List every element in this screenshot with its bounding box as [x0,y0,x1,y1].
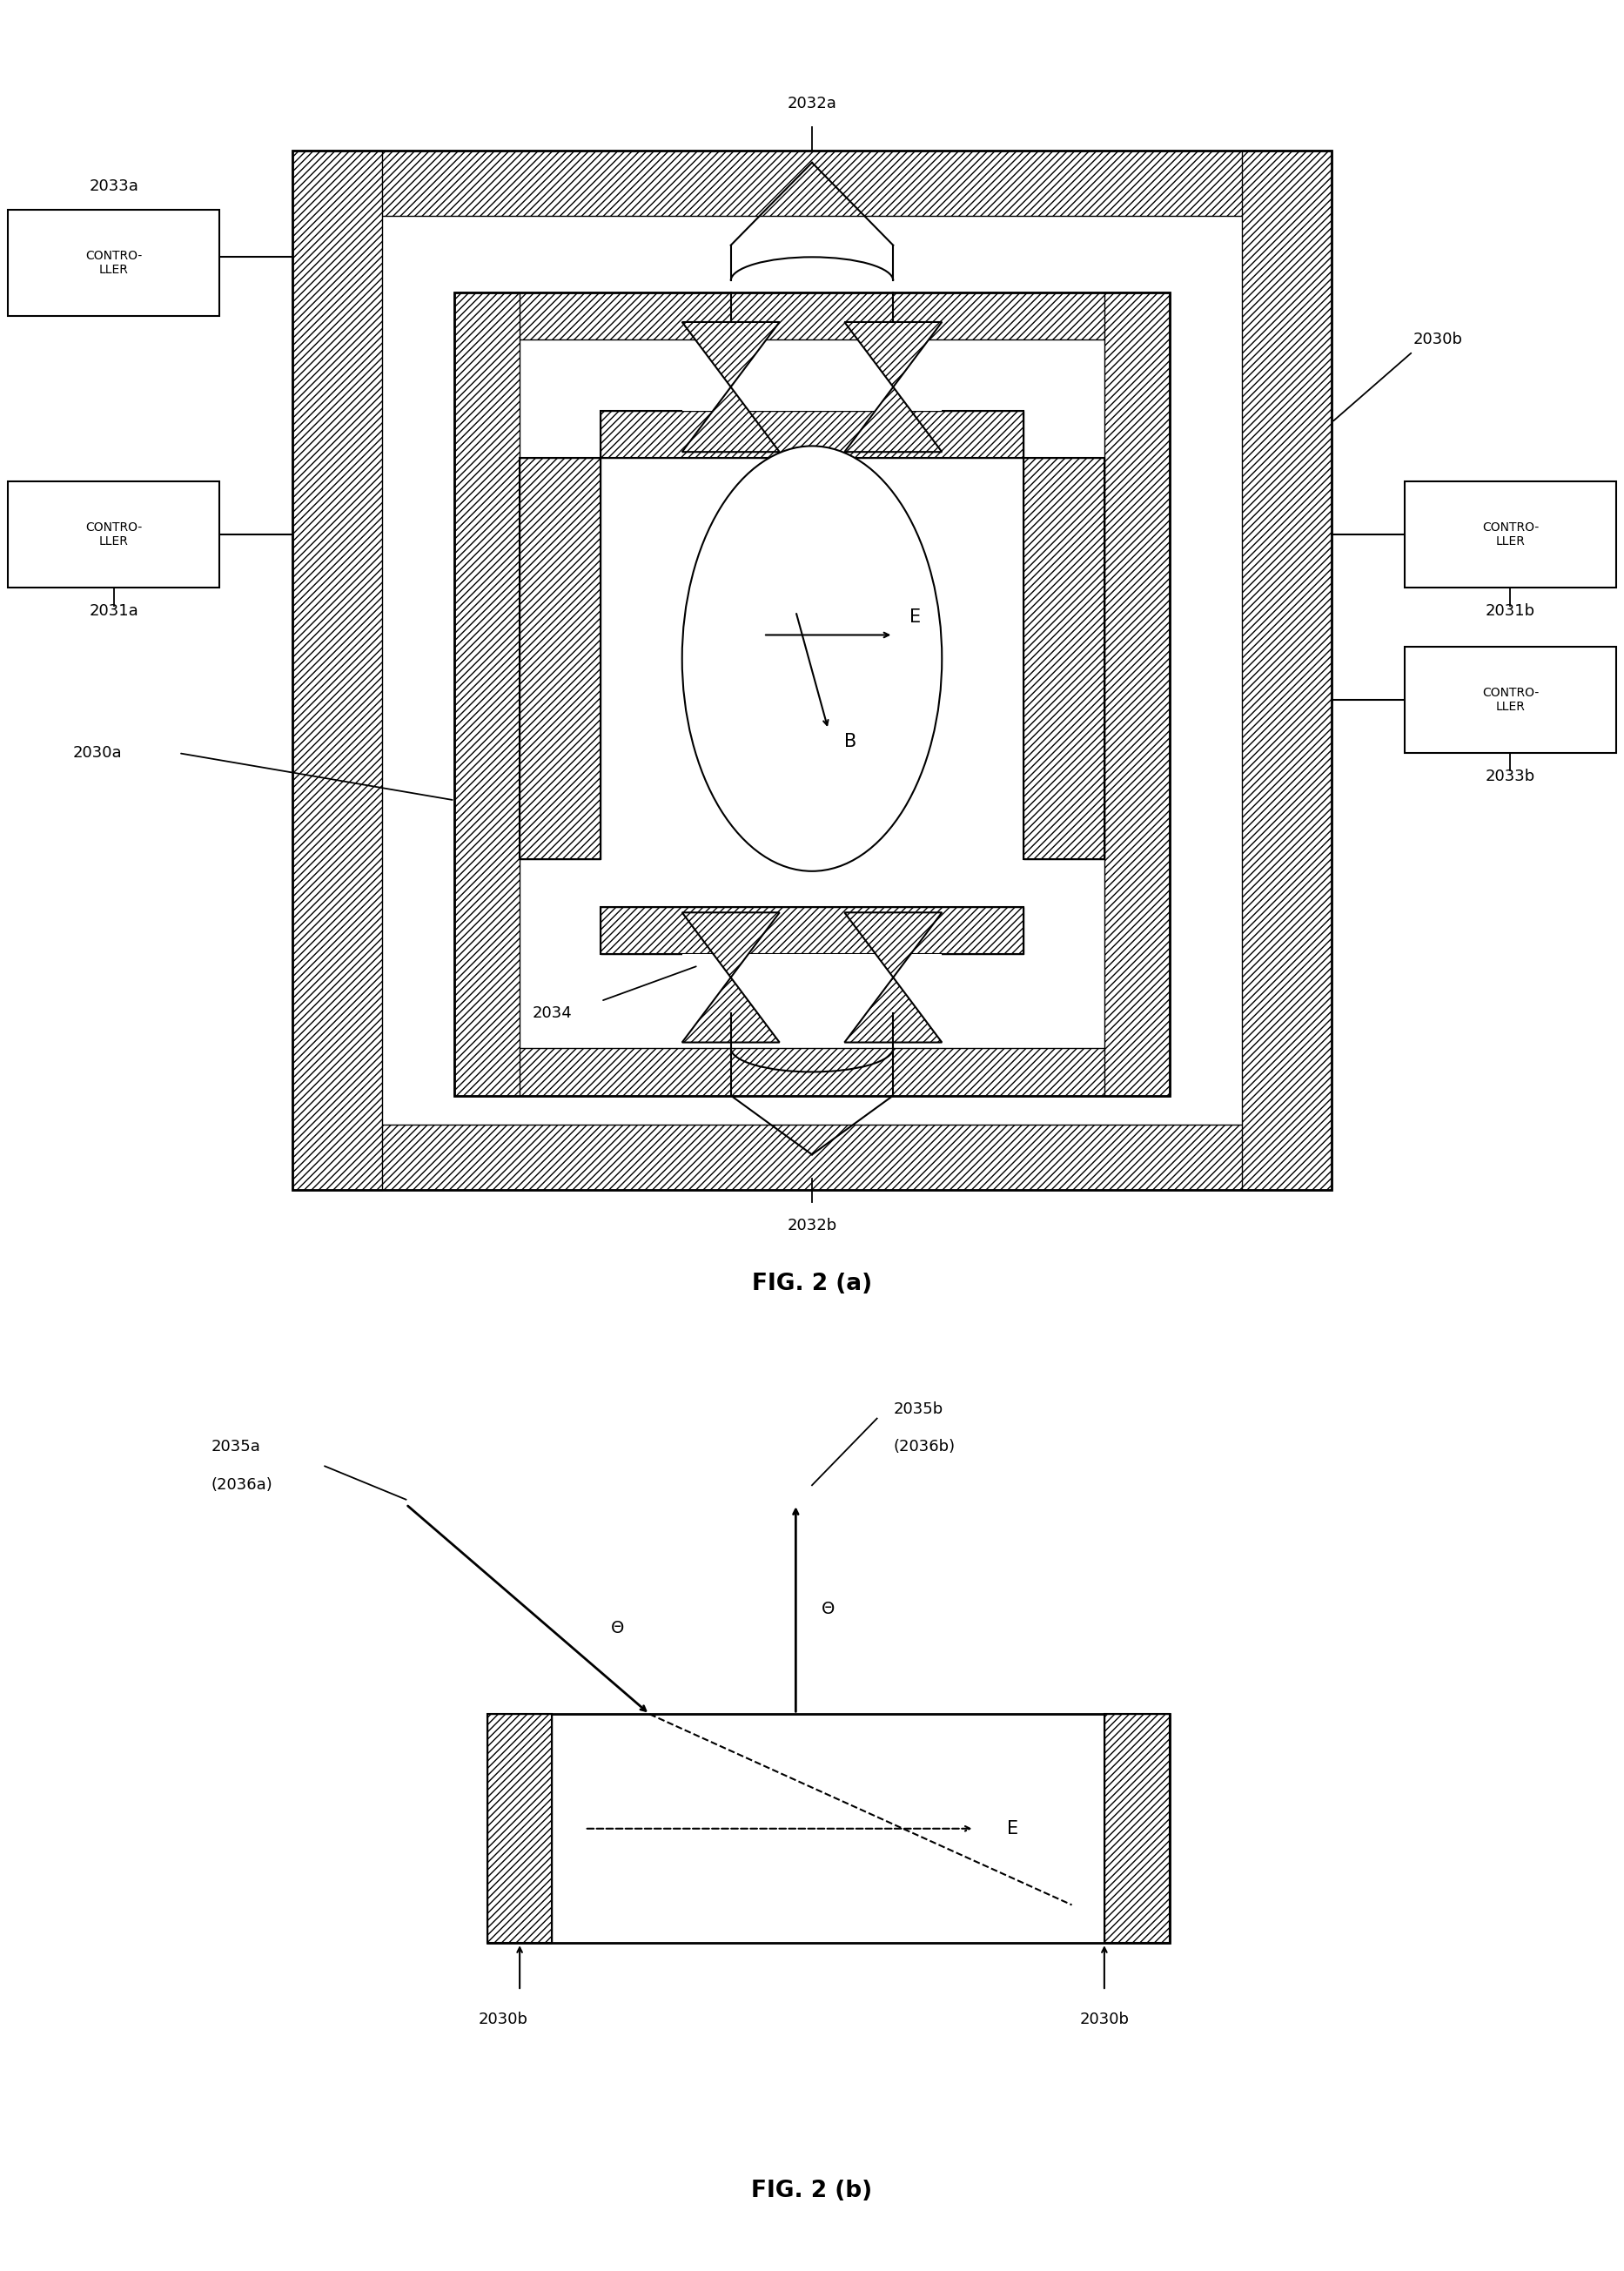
Bar [292,150,1332,216]
Bar [1104,1715,1169,1944]
Text: 2035a: 2035a [211,1440,260,1456]
Bar [1023,459,1104,858]
Bar [487,1715,552,1944]
Bar [455,293,1169,341]
Bar [382,216,1242,1124]
Bar [292,150,1332,1190]
Bar [487,1715,1169,1944]
Text: E: E [1007,1819,1018,1837]
Bar [455,293,520,1095]
Text: CONTRO-
LLER: CONTRO- LLER [1483,522,1538,547]
Text: Θ: Θ [822,1601,835,1617]
Text: (2036a): (2036a) [211,1478,273,1492]
Bar [1104,293,1169,1095]
Text: E: E [909,609,921,627]
Bar [292,150,382,1190]
Ellipse shape [682,445,942,872]
Text: CONTRO-
LLER: CONTRO- LLER [86,522,141,547]
Text: (2036b): (2036b) [893,1440,955,1456]
Text: B: B [844,734,857,749]
Bar [1405,647,1616,754]
Text: 2030b: 2030b [479,2012,528,2028]
PathPatch shape [844,913,942,977]
PathPatch shape [844,322,942,386]
Text: 2031b: 2031b [1486,604,1535,620]
Text: 2034: 2034 [533,1006,572,1020]
Bar [1405,481,1616,588]
Text: 2030a: 2030a [73,745,122,761]
PathPatch shape [682,322,780,386]
Text: 2033b: 2033b [1486,770,1535,783]
Bar [1104,1715,1169,1944]
Bar [682,386,942,411]
Text: FIG. 2 (a): FIG. 2 (a) [752,1272,872,1294]
Text: CONTRO-
LLER: CONTRO- LLER [86,250,141,277]
Bar [601,906,1023,954]
Bar [455,293,1169,1095]
Text: 2031a: 2031a [89,604,138,620]
Bar [1023,459,1104,858]
Bar [601,906,1023,954]
Bar [292,1124,1332,1190]
Bar [8,481,219,588]
Bar [601,411,1023,459]
PathPatch shape [682,913,780,977]
Bar [8,209,219,316]
PathPatch shape [682,977,780,1042]
Text: Θ: Θ [611,1619,624,1637]
Bar [520,341,1104,1049]
Bar [487,1715,552,1944]
Text: 2030b: 2030b [1413,332,1463,347]
Text: 2032b: 2032b [788,1217,836,1233]
Bar [682,954,942,977]
Text: 2030b: 2030b [1080,2012,1129,2028]
Text: 2033a: 2033a [89,179,138,193]
PathPatch shape [844,977,942,1042]
Bar [601,411,1023,459]
Ellipse shape [682,445,942,872]
Text: FIG. 2 (b): FIG. 2 (b) [752,2180,872,2203]
PathPatch shape [844,386,942,452]
Bar [455,1049,1169,1095]
Bar [520,459,601,858]
Text: CONTRO-
LLER: CONTRO- LLER [1483,686,1538,713]
PathPatch shape [682,386,780,452]
Text: 2035b: 2035b [893,1401,944,1417]
Bar [520,459,601,858]
Bar [1242,150,1332,1190]
Text: 2032a: 2032a [788,95,836,111]
